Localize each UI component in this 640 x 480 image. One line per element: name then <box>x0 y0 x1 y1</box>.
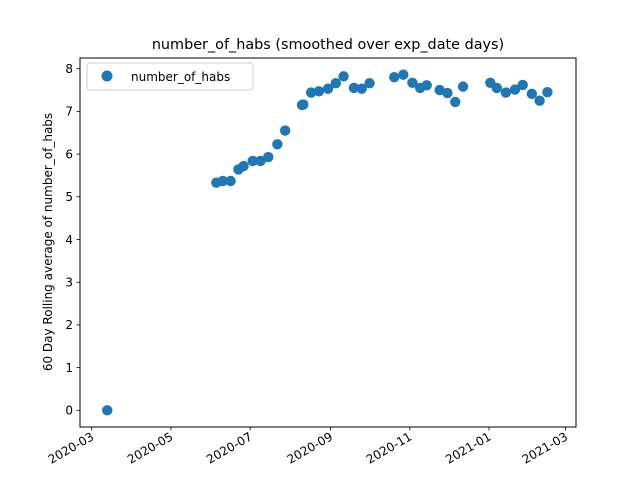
y-axis-label: 60 Day Rolling average of number_of_habs <box>41 113 55 371</box>
y-tick-label: 3 <box>65 276 73 290</box>
data-point <box>330 77 341 89</box>
data-point <box>509 84 521 95</box>
data-point <box>279 125 291 136</box>
data-point <box>313 86 325 97</box>
y-tick-label: 6 <box>65 147 73 161</box>
y-tick-label: 0 <box>65 404 73 418</box>
data-point <box>338 71 349 82</box>
legend: number_of_habs <box>86 62 254 91</box>
data-point <box>389 72 400 83</box>
y-tick-label: 7 <box>65 105 73 119</box>
data-point <box>517 79 528 91</box>
data-point <box>457 81 469 92</box>
data-point <box>247 155 258 167</box>
data-points <box>102 69 553 416</box>
data-point <box>225 175 236 187</box>
data-point <box>272 139 283 150</box>
data-point <box>542 86 553 98</box>
legend-marker <box>101 70 113 82</box>
plot-frame <box>79 57 577 428</box>
legend-box <box>86 62 254 91</box>
y-tick-label: 1 <box>65 361 73 375</box>
y-tick-label: 5 <box>65 190 73 204</box>
data-point <box>263 151 274 163</box>
data-point <box>491 82 502 94</box>
y-tick-label: 4 <box>65 233 73 247</box>
data-point <box>434 84 445 96</box>
data-point <box>442 87 453 99</box>
data-point <box>407 77 418 88</box>
data-point <box>364 77 375 89</box>
data-point <box>421 80 432 91</box>
data-point <box>450 96 461 108</box>
data-point <box>298 99 309 110</box>
data-point <box>322 83 334 94</box>
data-point <box>534 95 545 106</box>
data-point <box>238 160 249 172</box>
data-point <box>102 405 113 416</box>
data-point <box>398 69 409 80</box>
data-point <box>255 155 266 167</box>
chart-title: number_of_habs (smoothed over exp_date d… <box>152 37 504 53</box>
data-point <box>305 87 317 98</box>
data-point <box>526 88 538 100</box>
y-axis: 0 1 2 3 4 5 6 7 8 <box>65 62 80 418</box>
data-point <box>500 87 512 98</box>
legend-label: number_of_habs <box>131 70 230 84</box>
y-tick-label: 2 <box>65 318 73 332</box>
data-point <box>217 175 229 187</box>
data-point <box>348 82 360 94</box>
data-point <box>356 83 367 94</box>
y-tick-label: 8 <box>65 62 73 76</box>
